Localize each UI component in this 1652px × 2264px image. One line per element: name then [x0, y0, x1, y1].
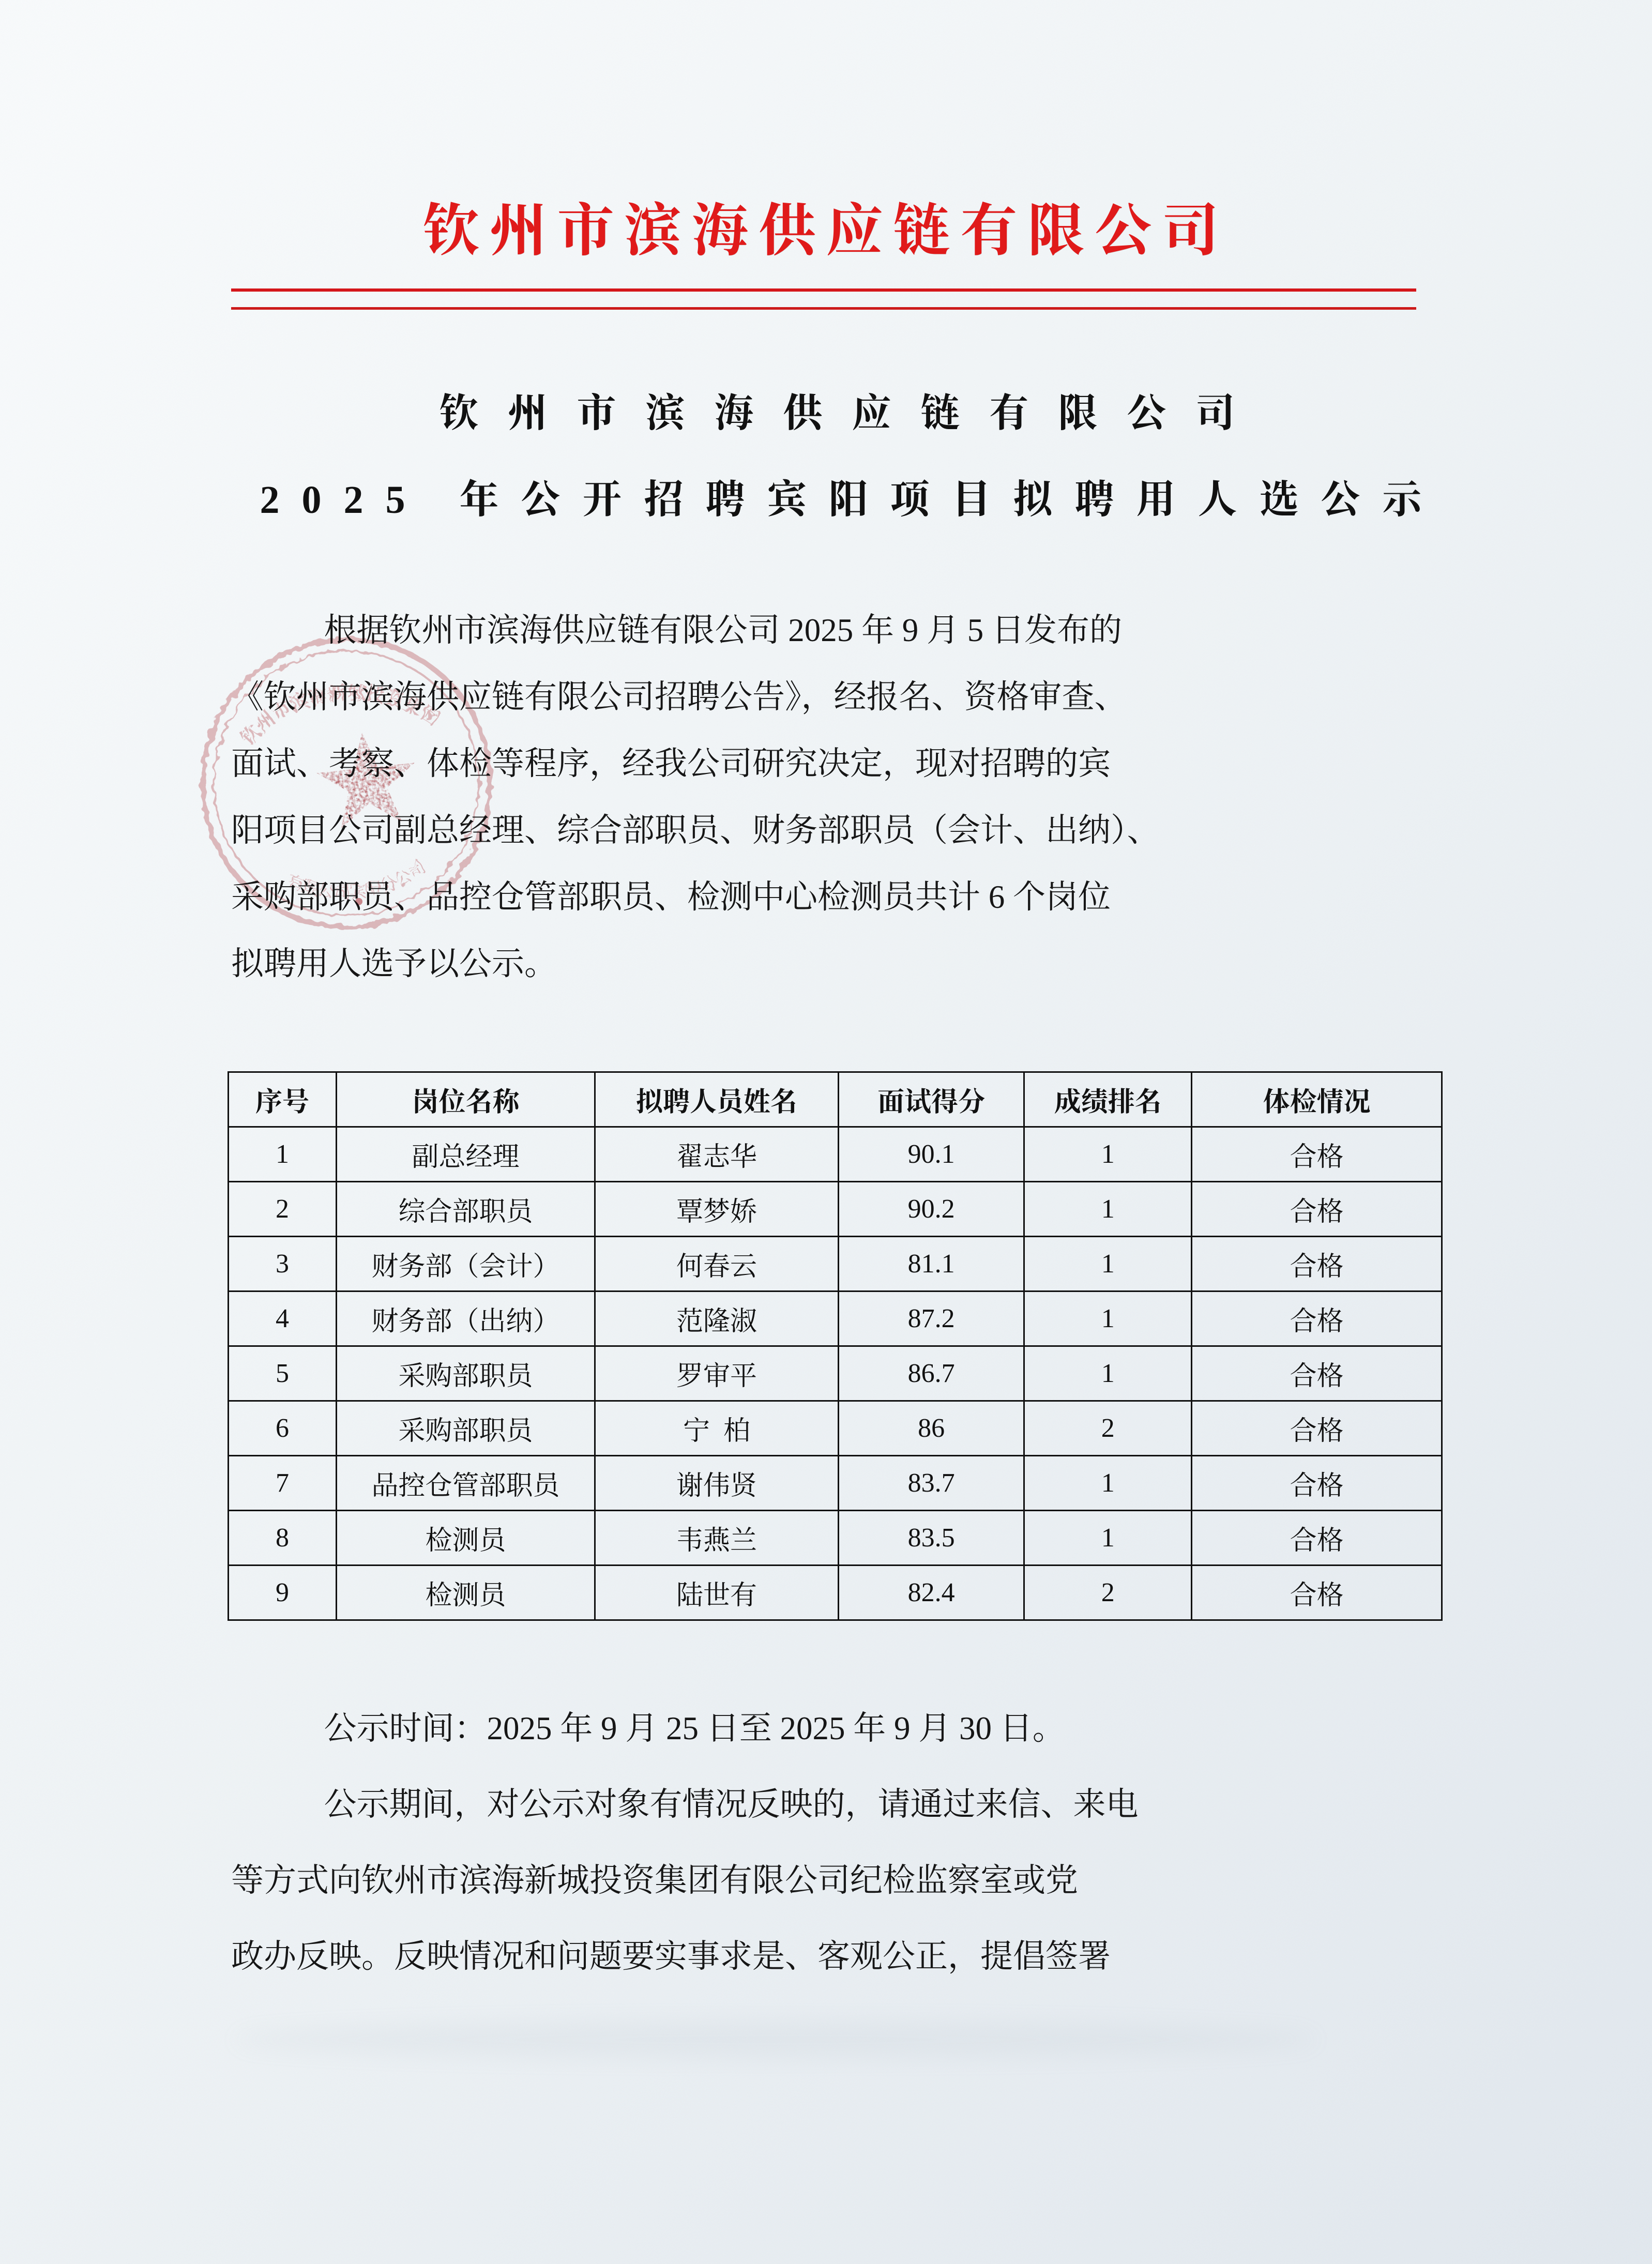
svg-text:钦州市滨海新城投资集团: 钦州市滨海新城投资集团 [233, 673, 445, 750]
